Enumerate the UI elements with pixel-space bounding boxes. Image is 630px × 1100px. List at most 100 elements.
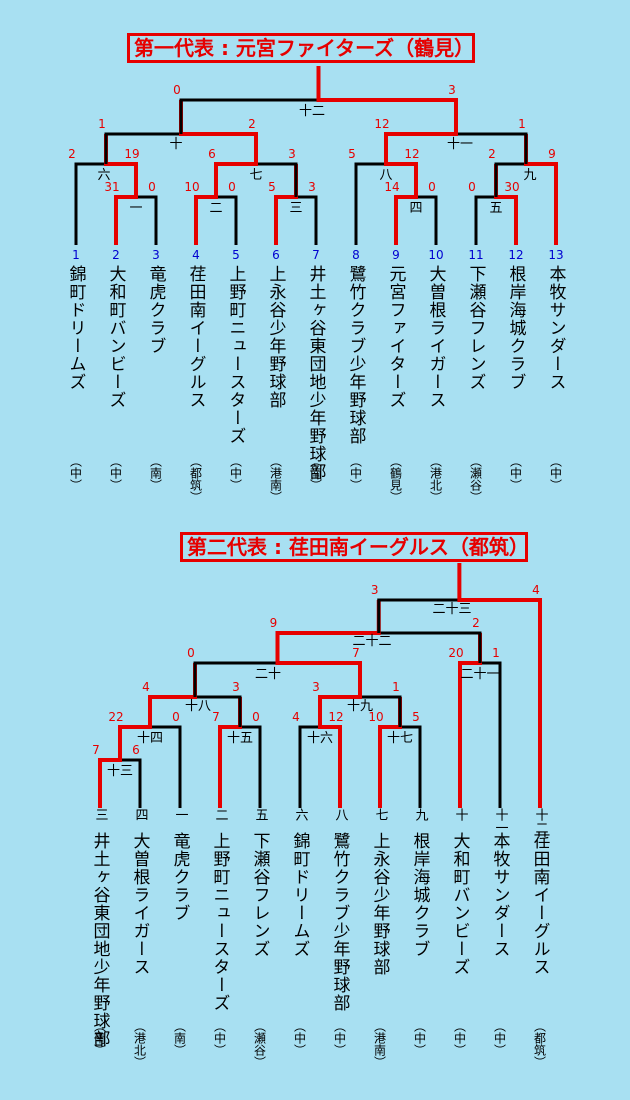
team-number: 8 — [352, 248, 360, 262]
team-name: 本牧サンダース — [545, 265, 566, 391]
score-right: 0 — [228, 180, 236, 194]
team-name: 錦町ドリームズ — [289, 832, 310, 958]
game-label: 二十一 — [460, 667, 499, 682]
team-area: （南） — [148, 455, 163, 491]
team-name: 井土ヶ谷東団地少年野球部 — [305, 265, 326, 481]
team-area: （中） — [412, 1020, 427, 1056]
team-area: （中） — [348, 455, 363, 491]
score-left: 0 — [173, 83, 181, 97]
team-area: （鶴見） — [388, 455, 403, 503]
game-label: 十三 — [107, 764, 133, 779]
team-area: （瀬谷） — [468, 455, 483, 503]
game-label: 九 — [523, 168, 536, 183]
game-label: 五 — [489, 201, 502, 216]
team-name: 大曽根ライガース — [425, 265, 446, 409]
team-area: （中） — [292, 1020, 307, 1056]
score-left: 1 — [98, 117, 106, 131]
score-left: 5 — [268, 180, 276, 194]
team-name: 鷺竹クラブ少年野球部 — [329, 832, 350, 1012]
game-label: 三 — [289, 201, 302, 216]
team-area: （港北） — [428, 455, 443, 503]
score-right: 9 — [548, 147, 556, 161]
team-name: 竜虎クラブ — [169, 832, 190, 922]
team-area: （南） — [308, 455, 323, 491]
team-name: 荏田南イーグルス — [185, 265, 206, 409]
winner-path — [275, 600, 381, 663]
team-area: （南） — [92, 1020, 107, 1056]
game-label: 十八 — [185, 699, 211, 714]
game-label: 二十 — [255, 667, 281, 682]
team-area: （中） — [108, 455, 123, 491]
score-left: 10 — [368, 710, 383, 724]
score-right: 3 — [232, 680, 240, 694]
score-left: 5 — [348, 147, 356, 161]
team-area: （港南） — [268, 455, 283, 503]
score-left: 14 — [384, 180, 399, 194]
score-left: 6 — [208, 147, 216, 161]
team-area: （中） — [548, 455, 563, 491]
team-name: 大曽根ライガース — [129, 832, 150, 976]
game-label: 十九 — [347, 699, 373, 714]
team-seed-label: 二 — [212, 808, 228, 821]
score-left: 7 — [92, 743, 100, 757]
team-seed-label: 八 — [332, 808, 348, 821]
game-label: 一 — [129, 201, 142, 216]
score-left: 9 — [270, 616, 278, 630]
score-right: 3 — [288, 147, 296, 161]
team-name: 上永谷少年野球部 — [265, 265, 286, 409]
team-seed-label: 四 — [132, 808, 148, 821]
match-bracket1-11 — [179, 66, 458, 134]
score-left: 0 — [187, 646, 195, 660]
score-right: 2 — [248, 117, 256, 131]
team-number: 6 — [272, 248, 280, 262]
team-area: （瀬谷） — [252, 1020, 267, 1068]
team-name: 下瀬谷フレンズ — [465, 265, 486, 391]
team-name: 根岸海城クラブ — [409, 832, 430, 958]
game-label: 十 — [169, 137, 182, 152]
team-number: 7 — [312, 248, 320, 262]
winner-path — [214, 134, 258, 197]
game-label: 十二 — [299, 104, 325, 119]
team-area: （港北） — [132, 1020, 147, 1068]
score-right: 19 — [124, 147, 139, 161]
game-label: 四 — [409, 201, 422, 216]
team-name: 竜虎クラブ — [145, 265, 166, 355]
game-label: 十六 — [307, 731, 333, 746]
score-right: 2 — [472, 616, 480, 630]
score-right: 1 — [392, 680, 400, 694]
winner-path — [218, 697, 242, 808]
team-name: 上野町ニュースターズ — [209, 832, 230, 1012]
match-lines — [458, 661, 502, 808]
score-right: 12 — [404, 147, 419, 161]
team-name: 根岸海城クラブ — [505, 265, 526, 391]
team-area: （港南） — [372, 1020, 387, 1068]
score-right: 6 — [132, 743, 140, 757]
team-name: 元宮ファイターズ — [385, 265, 406, 409]
score-left: 3 — [312, 680, 320, 694]
team-area: （南） — [172, 1020, 187, 1056]
game-label: 二十二 — [352, 634, 391, 649]
match-bracket2-10 — [377, 563, 542, 808]
team-number: 10 — [428, 248, 444, 262]
score-left: 2 — [488, 147, 496, 161]
score-left: 31 — [104, 180, 119, 194]
score-right: 5 — [412, 710, 420, 724]
score-right: 0 — [148, 180, 156, 194]
team-area: （中） — [492, 1020, 507, 1056]
team-number: 13 — [548, 248, 564, 262]
score-right: 0 — [252, 710, 260, 724]
game-label: 二 — [209, 201, 222, 216]
team-number: 3 — [152, 248, 160, 262]
team-area: （都筑） — [188, 455, 203, 503]
game-label: 十四 — [137, 731, 163, 746]
team-name: 大和町バンビーズ — [449, 832, 470, 976]
team-seed-label: 三 — [92, 808, 108, 821]
team-area: （都筑） — [532, 1020, 547, 1068]
team-name: 大和町バンビーズ — [105, 265, 126, 409]
score-right: 4 — [532, 583, 540, 597]
score-left: 3 — [371, 583, 379, 597]
bracket2-title: 第二代表 : 荏田南イーグルス（都筑） — [180, 532, 529, 562]
team-number: 9 — [392, 248, 400, 262]
score-right: 1 — [518, 117, 526, 131]
